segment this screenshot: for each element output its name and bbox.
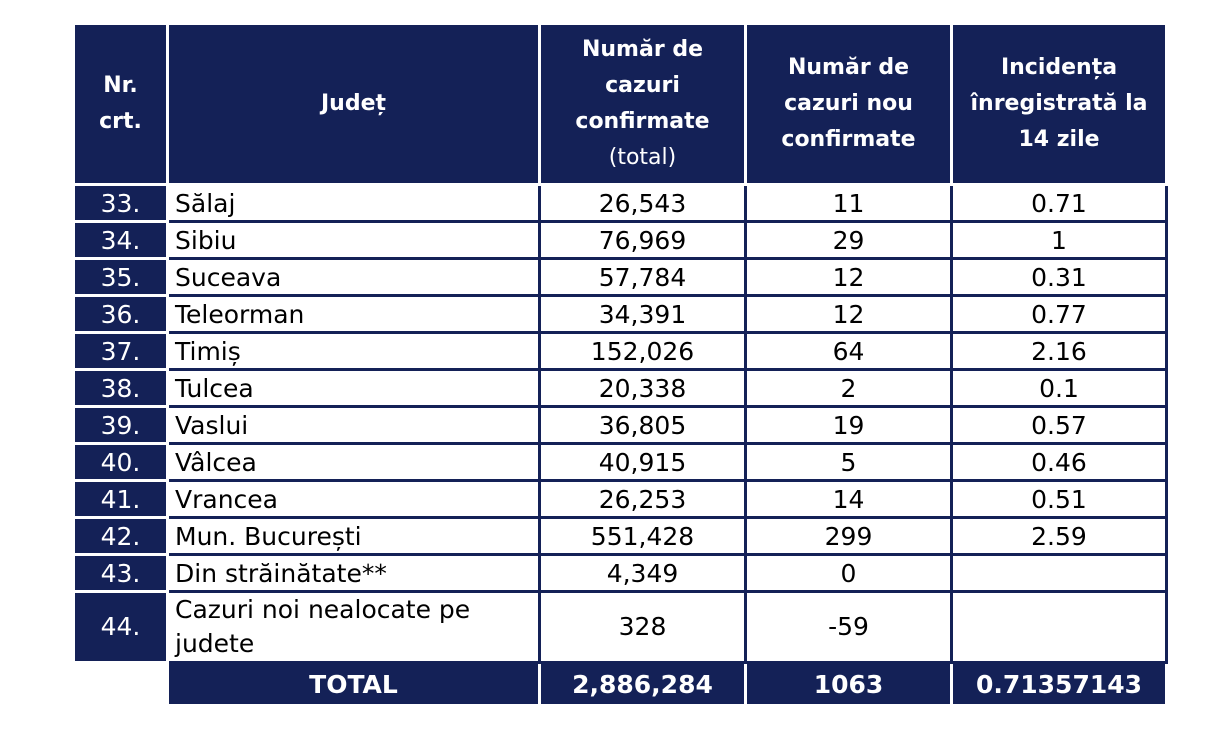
row-incidence: 0.51 bbox=[950, 479, 1168, 519]
row-new-cases: 12 bbox=[744, 257, 953, 297]
row-incidence: 1 bbox=[950, 220, 1168, 260]
row-total-cases: 40,915 bbox=[538, 442, 747, 482]
total-blank-cell bbox=[72, 661, 169, 707]
row-judet: Teleorman bbox=[166, 294, 541, 334]
row-nr: 35. bbox=[72, 257, 169, 297]
row-incidence: 0.71 bbox=[950, 183, 1168, 223]
row-nr: 37. bbox=[72, 331, 169, 371]
table-row: 33. Sălaj 26,543 11 0.71 bbox=[72, 183, 1168, 223]
row-new-cases: 11 bbox=[744, 183, 953, 223]
row-nr: 36. bbox=[72, 294, 169, 334]
row-total-cases: 26,543 bbox=[538, 183, 747, 223]
row-total-cases: 551,428 bbox=[538, 516, 747, 556]
row-new-cases: 2 bbox=[744, 368, 953, 408]
row-new-cases: 5 bbox=[744, 442, 953, 482]
header-nr: Nr. crt. bbox=[72, 22, 169, 186]
table-row: 43. Din străinătate** 4,349 0 bbox=[72, 553, 1168, 593]
total-incidence: 0.71357143 bbox=[950, 661, 1168, 707]
row-judet: Vâlcea bbox=[166, 442, 541, 482]
row-total-cases: 20,338 bbox=[538, 368, 747, 408]
table-row: 42. Mun. București 551,428 299 2.59 bbox=[72, 516, 1168, 556]
header-row: Nr. crt. Județ Număr de cazuri confirmat… bbox=[72, 22, 1168, 186]
table-row: 35. Suceava 57,784 12 0.31 bbox=[72, 257, 1168, 297]
row-judet: Suceava bbox=[166, 257, 541, 297]
header-total-cases: Număr de cazuri confirmate (total) bbox=[538, 22, 747, 186]
row-incidence bbox=[950, 590, 1168, 664]
row-new-cases: 0 bbox=[744, 553, 953, 593]
header-judet: Județ bbox=[166, 22, 541, 186]
row-incidence: 2.59 bbox=[950, 516, 1168, 556]
header-new-cases: Număr de cazuri nou confirmate bbox=[744, 22, 953, 186]
row-judet: Sibiu bbox=[166, 220, 541, 260]
row-judet: Timiș bbox=[166, 331, 541, 371]
row-total-cases: 36,805 bbox=[538, 405, 747, 445]
row-nr: 38. bbox=[72, 368, 169, 408]
header-incidence: Incidența înregistrată la 14 zile bbox=[950, 22, 1168, 186]
row-incidence bbox=[950, 553, 1168, 593]
row-nr: 44. bbox=[72, 590, 169, 664]
header-total-cases-main: Număr de cazuri confirmate bbox=[575, 37, 710, 134]
row-judet: Din străinătate** bbox=[166, 553, 541, 593]
row-incidence: 0.57 bbox=[950, 405, 1168, 445]
row-new-cases: 29 bbox=[744, 220, 953, 260]
row-nr: 41. bbox=[72, 479, 169, 519]
row-new-cases: -59 bbox=[744, 590, 953, 664]
total-cases: 2,886,284 bbox=[538, 661, 747, 707]
table-row: 34. Sibiu 76,969 29 1 bbox=[72, 220, 1168, 260]
row-nr: 42. bbox=[72, 516, 169, 556]
table-row: 40. Vâlcea 40,915 5 0.46 bbox=[72, 442, 1168, 482]
row-nr: 34. bbox=[72, 220, 169, 260]
row-new-cases: 19 bbox=[744, 405, 953, 445]
row-incidence: 0.1 bbox=[950, 368, 1168, 408]
table-row: 44. Cazuri noi nealocate pe judete 328 -59 bbox=[72, 590, 1168, 664]
row-new-cases: 14 bbox=[744, 479, 953, 519]
row-judet: Cazuri noi nealocate pe judete bbox=[166, 590, 541, 664]
row-incidence: 0.31 bbox=[950, 257, 1168, 297]
row-judet: Vrancea bbox=[166, 479, 541, 519]
row-judet: Tulcea bbox=[166, 368, 541, 408]
row-nr: 43. bbox=[72, 553, 169, 593]
row-judet: Vaslui bbox=[166, 405, 541, 445]
covid-cases-table: Nr. crt. Județ Număr de cazuri confirmat… bbox=[72, 22, 1168, 707]
row-total-cases: 152,026 bbox=[538, 331, 747, 371]
row-nr: 39. bbox=[72, 405, 169, 445]
row-judet: Mun. București bbox=[166, 516, 541, 556]
row-total-cases: 34,391 bbox=[538, 294, 747, 334]
row-total-cases: 57,784 bbox=[538, 257, 747, 297]
row-new-cases: 299 bbox=[744, 516, 953, 556]
row-total-cases: 4,349 bbox=[538, 553, 747, 593]
header-total-cases-sub: (total) bbox=[608, 145, 677, 170]
table-row: 36. Teleorman 34,391 12 0.77 bbox=[72, 294, 1168, 334]
row-incidence: 0.77 bbox=[950, 294, 1168, 334]
row-nr: 33. bbox=[72, 183, 169, 223]
row-new-cases: 64 bbox=[744, 331, 953, 371]
row-total-cases: 328 bbox=[538, 590, 747, 664]
total-row: TOTAL 2,886,284 1063 0.71357143 bbox=[72, 661, 1168, 707]
row-judet: Sălaj bbox=[166, 183, 541, 223]
row-nr: 40. bbox=[72, 442, 169, 482]
total-new-cases: 1063 bbox=[744, 661, 953, 707]
table-row: 38. Tulcea 20,338 2 0.1 bbox=[72, 368, 1168, 408]
row-total-cases: 76,969 bbox=[538, 220, 747, 260]
row-new-cases: 12 bbox=[744, 294, 953, 334]
row-total-cases: 26,253 bbox=[538, 479, 747, 519]
table-row: 39. Vaslui 36,805 19 0.57 bbox=[72, 405, 1168, 445]
row-incidence: 0.46 bbox=[950, 442, 1168, 482]
table-row: 37. Timiș 152,026 64 2.16 bbox=[72, 331, 1168, 371]
row-incidence: 2.16 bbox=[950, 331, 1168, 371]
table-row: 41. Vrancea 26,253 14 0.51 bbox=[72, 479, 1168, 519]
total-label: TOTAL bbox=[166, 661, 541, 707]
